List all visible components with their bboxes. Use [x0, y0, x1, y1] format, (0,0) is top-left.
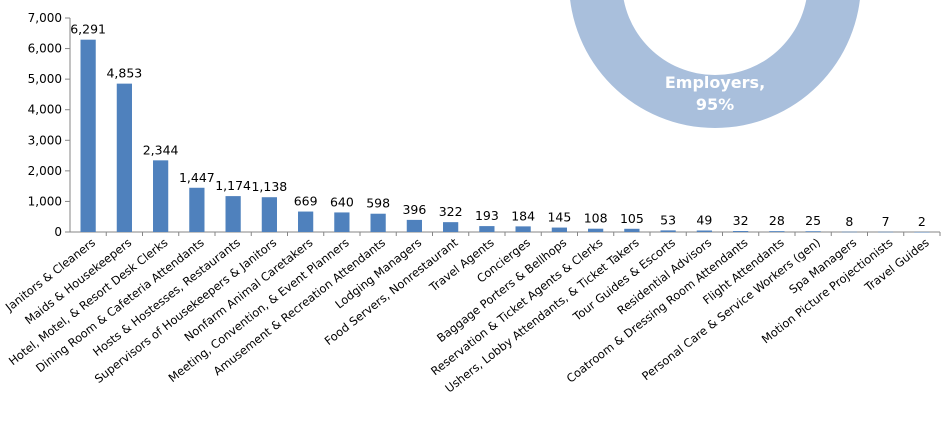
donut-label-line-1: Direct [687, 51, 743, 70]
data-label: 105 [620, 211, 644, 226]
bar [841, 231, 857, 233]
bar [261, 197, 277, 232]
data-label: 145 [547, 210, 571, 225]
y-tick-label: 2,000 [28, 164, 62, 178]
data-label: 4,853 [106, 66, 142, 81]
data-label: 598 [366, 196, 390, 211]
data-label: 25 [805, 213, 821, 228]
bar [769, 231, 785, 232]
donut-label-line-2: Employers, [664, 73, 766, 92]
bar [588, 228, 604, 232]
data-label: 2,344 [143, 142, 179, 157]
bar [443, 222, 459, 232]
y-tick-label: 4,000 [28, 103, 62, 117]
donut-ring [570, 0, 860, 128]
data-label: 28 [769, 213, 785, 228]
y-tick-label: 7,000 [28, 11, 62, 25]
data-label: 640 [330, 194, 354, 209]
bar [696, 230, 712, 232]
bar [116, 83, 132, 232]
y-tick-label: 1,000 [28, 194, 62, 208]
bar [189, 187, 205, 232]
bar [298, 211, 314, 232]
donut-label-line-3: 95% [695, 95, 735, 114]
data-label: 669 [294, 194, 318, 209]
bar [406, 219, 422, 232]
bar [334, 212, 350, 232]
bar [551, 227, 567, 232]
data-label: 8 [845, 214, 853, 229]
x-tick-label: Travel Guides [861, 235, 932, 294]
data-label: 2 [918, 214, 926, 229]
data-label: 396 [402, 202, 426, 217]
data-label: 1,138 [251, 179, 287, 194]
data-label: 193 [475, 208, 499, 223]
data-label: 1,447 [179, 170, 215, 185]
data-label: 108 [584, 211, 608, 226]
bar [660, 230, 676, 232]
data-label: 7 [882, 214, 890, 229]
data-label: 184 [511, 208, 535, 223]
y-tick-label: 5,000 [28, 72, 62, 86]
bar [515, 226, 531, 232]
data-label: 1,174 [215, 178, 251, 193]
y-tick-label: 0 [54, 225, 62, 239]
data-label: 53 [660, 212, 676, 227]
donut-label: Direct Employers, 95% [600, 50, 830, 116]
bar [878, 231, 894, 233]
bar [479, 226, 495, 232]
data-label: 49 [696, 213, 712, 228]
y-tick-label: 3,000 [28, 133, 62, 147]
y-tick-label: 6,000 [28, 42, 62, 56]
bar [914, 231, 930, 233]
bar [80, 39, 96, 233]
bar [805, 231, 821, 232]
data-label: 6,291 [70, 22, 106, 37]
bar [624, 228, 640, 232]
bar [370, 213, 386, 232]
data-label: 322 [439, 204, 463, 219]
bar [733, 231, 749, 232]
bar [153, 160, 169, 232]
data-label: 32 [733, 213, 749, 228]
bar [225, 196, 241, 232]
